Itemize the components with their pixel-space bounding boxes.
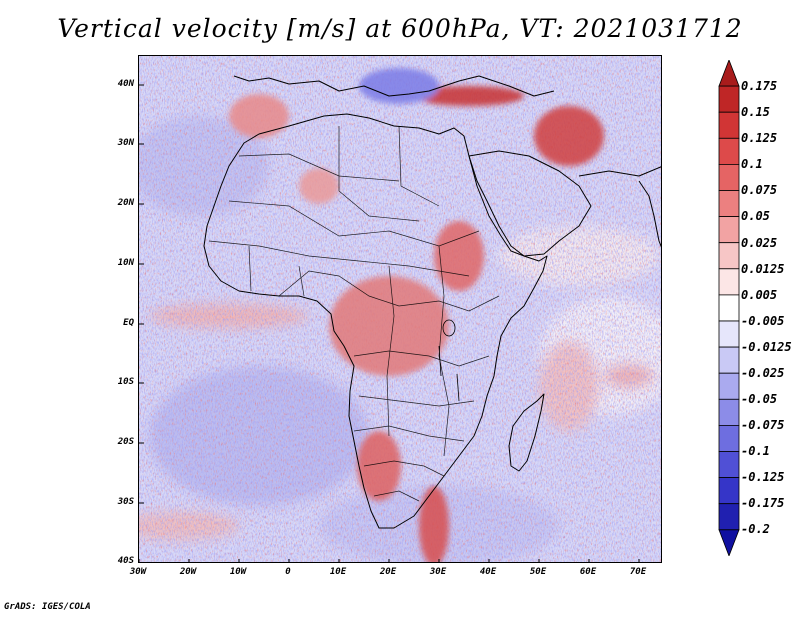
lon-label-20e: 20E [379, 567, 397, 577]
lat-label-30n: 30N [117, 138, 134, 148]
colorbar-label-3: 0.1 [741, 157, 763, 171]
lat-label-20n: 20N [117, 198, 134, 208]
colorbar-box-3 [718, 137, 740, 165]
colorbar-label-7: 0.0125 [741, 262, 785, 276]
lat-label-40n: 40N [117, 79, 134, 89]
colorbar-label-9: -0.005 [741, 314, 785, 328]
lon-label-40e: 40E [479, 567, 497, 577]
europe-coastline [233, 75, 555, 97]
colorbar [718, 60, 740, 556]
colorbar-box-9 [718, 294, 740, 322]
coastlines [203, 75, 661, 529]
colorbar-box-0 [718, 60, 740, 87]
lakes [438, 319, 460, 402]
colorbar-box-16 [718, 477, 740, 505]
lon-label-10e: 10E [329, 567, 347, 577]
colorbar-label-4: 0.075 [741, 183, 778, 197]
colorbar-box-2 [718, 111, 740, 139]
colorbar-label-1: 0.15 [741, 105, 770, 119]
colorbar-label-14: -0.1 [741, 444, 770, 458]
colorbar-label-2: 0.125 [741, 131, 778, 145]
country-borders [208, 125, 500, 502]
colorbar-box-18 [718, 529, 740, 556]
lon-label-70e: 70E [629, 567, 647, 577]
colorbar-boxes [718, 60, 740, 556]
colorbar-label-17: -0.2 [741, 522, 770, 536]
axis-ticks [139, 84, 640, 562]
lon-label-60e: 60E [579, 567, 597, 577]
colorbar-label-12: -0.05 [741, 392, 778, 406]
lon-label-0: 0 [285, 567, 291, 577]
iran-coastline [578, 166, 661, 177]
lat-label-eq: EQ [123, 318, 134, 328]
colorbar-label-6: 0.025 [741, 236, 778, 250]
colorbar-box-5 [718, 190, 740, 218]
lat-label-10s: 10S [117, 377, 134, 387]
lon-label-30w: 30W [129, 567, 147, 577]
field-strong-patches [229, 68, 604, 562]
colorbar-box-8 [718, 268, 740, 296]
colorbar-label-8: 0.005 [741, 288, 778, 302]
colorbar-box-11 [718, 346, 740, 374]
lat-label-10n: 10N [117, 258, 134, 268]
lat-label-20s: 20S [117, 437, 134, 447]
lat-label-30s: 30S [117, 497, 134, 507]
colorbar-label-13: -0.075 [741, 418, 785, 432]
velocity-field-map [139, 56, 661, 562]
lat-label-40s: 40S [117, 556, 134, 566]
colorbar-label-10: -0.0125 [741, 340, 792, 354]
map-title: Vertical velocity [m/s] at 600hPa, VT: 2… [57, 14, 743, 43]
colorbar-label-5: 0.05 [741, 209, 770, 223]
colorbar-label-16: -0.175 [741, 496, 785, 510]
colorbar-label-15: -0.125 [741, 470, 785, 484]
colorbar-label-11: -0.025 [741, 366, 785, 380]
colorbar-box-17 [718, 503, 740, 531]
colorbar-box-15 [718, 451, 740, 479]
lon-label-20w: 20W [179, 567, 197, 577]
india-coastline [638, 180, 661, 248]
africa-coastline [203, 113, 548, 529]
colorbar-box-14 [718, 424, 740, 452]
lon-label-10w: 10W [229, 567, 247, 577]
arabia-coastline [468, 150, 592, 257]
lon-label-30e: 30E [429, 567, 447, 577]
colorbar-box-6 [718, 216, 740, 244]
colorbar-label-0: 0.175 [741, 79, 778, 93]
colorbar-box-10 [718, 320, 740, 348]
colorbar-box-12 [718, 372, 740, 400]
colorbar-box-1 [718, 85, 740, 113]
grads-credit: GrADS: IGES/COLA [4, 602, 91, 612]
madagascar-coastline [508, 393, 545, 472]
colorbar-box-7 [718, 242, 740, 270]
lon-label-50e: 50E [529, 567, 547, 577]
colorbar-box-4 [718, 164, 740, 191]
map-panel[interactable] [138, 55, 662, 563]
colorbar-box-13 [718, 398, 740, 426]
